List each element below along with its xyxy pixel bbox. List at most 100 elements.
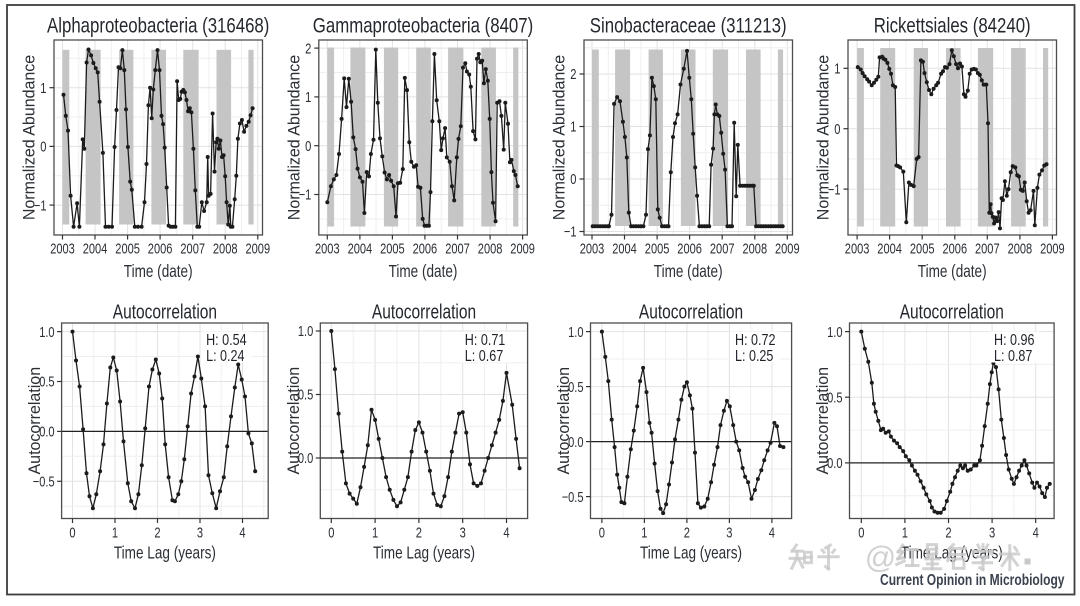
svg-text:2: 2 xyxy=(570,67,576,83)
svg-text:−1: −1 xyxy=(564,225,577,241)
svg-text:Time Lag (years): Time Lag (years) xyxy=(373,543,475,563)
svg-text:2008: 2008 xyxy=(478,242,503,258)
svg-text:Time Lag (years): Time Lag (years) xyxy=(114,543,216,563)
svg-text:L: 0.87: L: 0.87 xyxy=(994,348,1032,365)
svg-text:0: 0 xyxy=(599,526,605,542)
svg-text:3: 3 xyxy=(460,526,466,542)
svg-text:1: 1 xyxy=(570,120,576,136)
svg-text:2009: 2009 xyxy=(1040,242,1065,258)
svg-text:0: 0 xyxy=(328,526,334,542)
svg-text:1: 1 xyxy=(641,526,647,542)
svg-text:1.0: 1.0 xyxy=(827,325,842,341)
svg-text:2005: 2005 xyxy=(910,242,935,258)
svg-text:Autocorrelation: Autocorrelation xyxy=(814,367,832,475)
svg-text:Autocorrelation: Autocorrelation xyxy=(26,367,44,475)
svg-text:Autocorrelation: Autocorrelation xyxy=(900,300,1004,323)
svg-text:Time (date): Time (date) xyxy=(389,261,458,281)
svg-text:3: 3 xyxy=(726,526,732,542)
svg-text:−0.5: −0.5 xyxy=(562,490,584,506)
svg-text:4: 4 xyxy=(503,526,509,542)
svg-text:1.0: 1.0 xyxy=(39,325,54,341)
svg-text:0: 0 xyxy=(834,122,840,138)
svg-text:1: 1 xyxy=(834,62,840,78)
svg-text:2004: 2004 xyxy=(877,242,902,258)
svg-text:2003: 2003 xyxy=(580,242,605,258)
svg-text:1: 1 xyxy=(40,81,46,97)
svg-text:1: 1 xyxy=(305,90,311,106)
svg-text:2007: 2007 xyxy=(445,242,470,258)
svg-text:1: 1 xyxy=(372,526,378,542)
svg-text:0: 0 xyxy=(69,526,75,542)
svg-text:L: 0.24: L: 0.24 xyxy=(206,348,245,365)
svg-text:L: 0.25: L: 0.25 xyxy=(735,348,773,365)
svg-text:0.0: 0.0 xyxy=(827,456,842,472)
svg-text:Autocorrelation: Autocorrelation xyxy=(285,367,303,475)
svg-text:2008: 2008 xyxy=(213,242,238,258)
svg-text:H: 0.54: H: 0.54 xyxy=(206,332,247,349)
svg-text:Normalized Abundance: Normalized Abundance xyxy=(286,55,304,220)
svg-text:2006: 2006 xyxy=(943,242,968,258)
svg-text:1.0: 1.0 xyxy=(298,324,313,340)
svg-text:Alphaproteobacteria (316468): Alphaproteobacteria (316468) xyxy=(47,15,269,38)
svg-text:Time (date): Time (date) xyxy=(654,261,723,281)
svg-text:2009: 2009 xyxy=(510,242,535,258)
svg-text:Autocorrelation: Autocorrelation xyxy=(639,300,743,323)
svg-text:0.0: 0.0 xyxy=(298,451,313,467)
svg-text:Autocorrelation: Autocorrelation xyxy=(113,300,217,323)
svg-text:Autocorrelation: Autocorrelation xyxy=(555,367,573,475)
svg-text:Gammaproteobacteria (8407): Gammaproteobacteria (8407) xyxy=(313,15,533,38)
svg-text:Time Lag (years): Time Lag (years) xyxy=(640,543,742,563)
svg-text:2003: 2003 xyxy=(845,242,870,258)
svg-text:2006: 2006 xyxy=(413,242,438,258)
svg-text:Normalized Abundance: Normalized Abundance xyxy=(551,55,569,220)
svg-text:2004: 2004 xyxy=(612,242,637,258)
svg-text:2005: 2005 xyxy=(645,242,670,258)
svg-text:Autocorrelation: Autocorrelation xyxy=(372,300,476,323)
svg-text:4: 4 xyxy=(239,526,245,542)
svg-text:2003: 2003 xyxy=(50,242,75,258)
svg-text:4: 4 xyxy=(1033,526,1039,542)
svg-text:2: 2 xyxy=(154,526,160,542)
svg-text:2003: 2003 xyxy=(315,242,340,258)
svg-text:Rickettsiales (84240): Rickettsiales (84240) xyxy=(874,15,1031,38)
svg-text:H: 0.96: H: 0.96 xyxy=(994,332,1035,349)
svg-text:2004: 2004 xyxy=(348,242,373,258)
svg-text:L: 0.67: L: 0.67 xyxy=(465,348,503,365)
svg-text:0.5: 0.5 xyxy=(827,390,842,406)
svg-text:H: 0.72: H: 0.72 xyxy=(735,332,776,349)
svg-text:3: 3 xyxy=(197,526,203,542)
svg-text:Normalized Abundance: Normalized Abundance xyxy=(21,55,39,220)
svg-text:Normalized Abundance: Normalized Abundance xyxy=(815,55,833,220)
svg-text:Time (date): Time (date) xyxy=(918,261,987,281)
svg-text:2008: 2008 xyxy=(743,242,768,258)
svg-text:2: 2 xyxy=(305,41,311,57)
svg-text:Sinobacteraceae (311213): Sinobacteraceae (311213) xyxy=(590,15,787,38)
svg-text:2009: 2009 xyxy=(246,242,271,258)
svg-text:2007: 2007 xyxy=(975,242,1000,258)
svg-text:2008: 2008 xyxy=(1008,242,1033,258)
svg-text:0.5: 0.5 xyxy=(39,375,54,391)
svg-text:−0.5: −0.5 xyxy=(33,475,55,491)
svg-text:0.0: 0.0 xyxy=(39,425,54,441)
svg-text:4: 4 xyxy=(769,526,775,542)
svg-text:2: 2 xyxy=(684,526,690,542)
svg-text:Current Opinion in Microbiolog: Current Opinion in Microbiology xyxy=(880,572,1065,589)
svg-text:2: 2 xyxy=(416,526,422,542)
svg-text:2007: 2007 xyxy=(710,242,735,258)
svg-text:2005: 2005 xyxy=(380,242,405,258)
svg-text:2007: 2007 xyxy=(180,242,205,258)
svg-text:0.5: 0.5 xyxy=(568,380,583,396)
svg-text:2006: 2006 xyxy=(677,242,702,258)
svg-text:−1: −1 xyxy=(299,188,312,204)
svg-text:0.0: 0.0 xyxy=(568,435,583,451)
svg-text:2005: 2005 xyxy=(115,242,140,258)
svg-text:2009: 2009 xyxy=(775,242,800,258)
svg-text:1: 1 xyxy=(112,526,118,542)
svg-text:0.5: 0.5 xyxy=(298,388,313,404)
svg-text:3: 3 xyxy=(989,526,995,542)
svg-text:0: 0 xyxy=(305,139,311,155)
svg-text:1: 1 xyxy=(902,526,908,542)
svg-text:1.0: 1.0 xyxy=(568,325,583,341)
svg-text:2004: 2004 xyxy=(83,242,108,258)
svg-text:−1: −1 xyxy=(34,198,47,214)
